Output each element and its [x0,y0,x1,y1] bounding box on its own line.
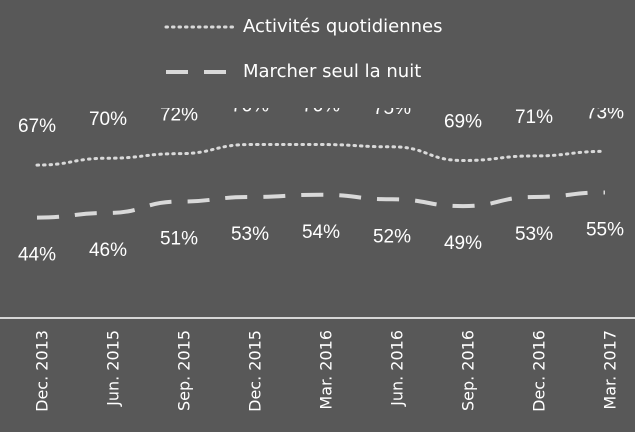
data-label: 44% [18,245,56,266]
label-group: 67% 70% 72% 76% 76% 75% 69% 71% 73% [18,96,624,137]
x-tick-label: Dec. 2013 [33,330,52,412]
data-label: 76% [302,96,340,117]
data-label: 51% [160,229,198,250]
data-label: 75% [373,98,411,119]
data-label: 46% [89,240,127,261]
legend-label: Marcher seul la nuit [243,61,421,82]
x-tick-label: Mar. 2016 [317,330,336,410]
data-label: 72% [160,105,198,126]
data-label: 52% [373,226,411,247]
data-label: 53% [231,224,269,245]
x-tick-label: Sep. 2016 [459,330,478,411]
data-label: 67% [18,116,56,137]
data-label: 54% [302,222,340,243]
data-label: 53% [515,224,553,245]
x-tick-label: Jun. 2015 [104,330,123,407]
x-tick-label: Dec. 2015 [246,330,265,412]
data-label: 73% [586,102,624,123]
x-tick-label: Sep. 2015 [175,330,194,411]
data-label: 69% [444,112,482,133]
x-tick-label: Mar. 2017 [601,330,620,410]
legend-label: Activités quotidiennes [243,16,443,37]
data-label: 55% [586,219,624,240]
x-tick-label: Jun. 2016 [388,330,407,407]
data-label: 71% [515,107,553,128]
x-tick-label: Dec. 2016 [530,330,549,412]
data-label: 70% [89,109,127,130]
series-line [35,143,607,167]
data-label: 49% [444,233,482,254]
data-label: 76% [231,96,269,117]
series-line [36,190,606,220]
